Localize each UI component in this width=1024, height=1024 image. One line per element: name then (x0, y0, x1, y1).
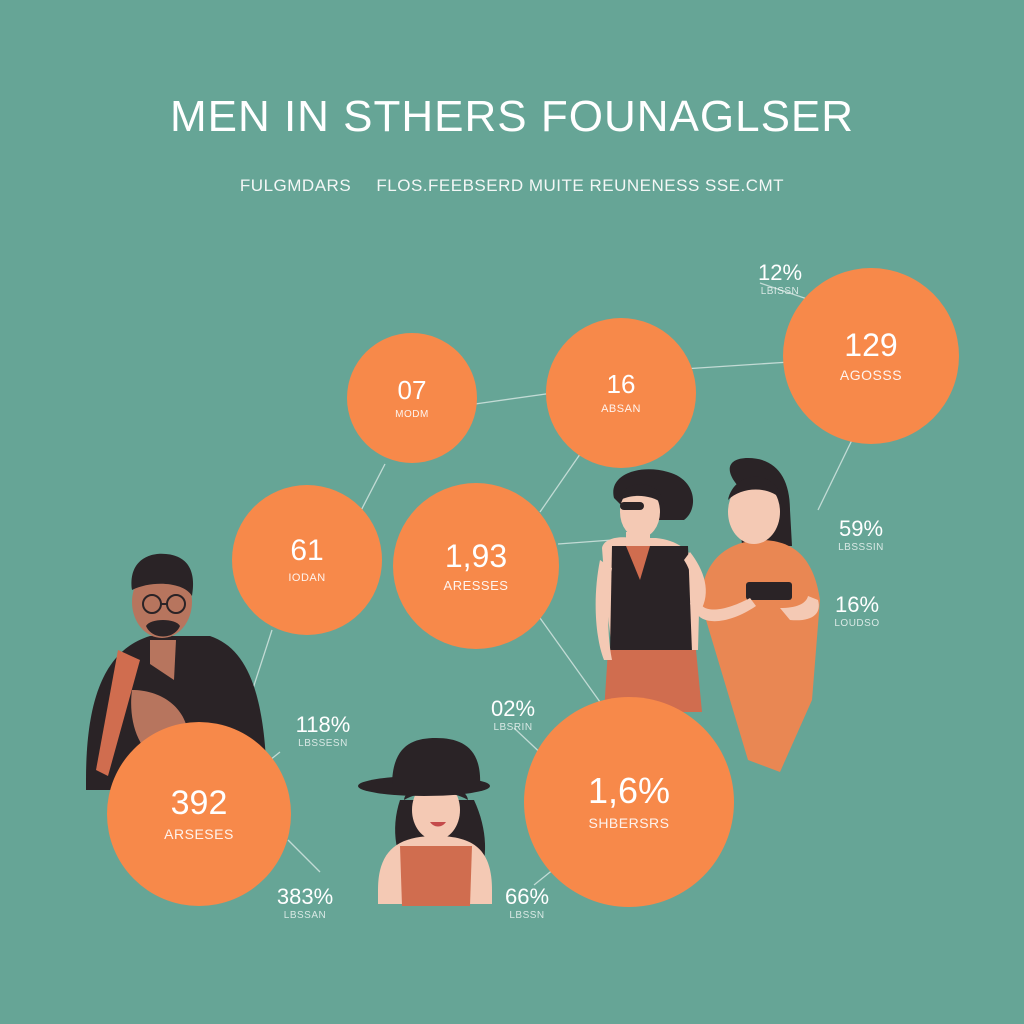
bubble-label: ARESSES (443, 577, 509, 593)
subtitle-left: FULGMDARS (239, 176, 352, 195)
woman-hat-figure (358, 738, 492, 906)
annotation-label: LBSSESN (298, 738, 348, 749)
annotation-118-percent: 118% LBSSESN (278, 712, 368, 750)
annotation-label: LBSSN (509, 910, 545, 921)
bubble-61: 61 IODAN (232, 485, 382, 635)
annotation-16-percent: 16% LOUDSO (814, 592, 900, 630)
annotation-label: LBSSSIN (838, 542, 884, 553)
connector-line (557, 539, 613, 545)
bubble-label: AGOSSS (839, 367, 903, 383)
bubble-label: ARSESES (164, 826, 234, 842)
bubble-label: ABSAN (601, 403, 641, 415)
bubble-193: 1,93 ARESSES (393, 483, 559, 649)
woman-sunglasses-figure (595, 469, 706, 712)
page-subtitle: FULGMDARS FLOS.FEEBSERD MUITE REUNENESS … (0, 176, 1024, 196)
annotation-value: 16% (834, 592, 880, 617)
annotation-02-percent: 02% LBSRIN (470, 696, 556, 734)
bubble-label: IODAN (288, 572, 326, 584)
annotation-383-percent: 383% LBSSAN (260, 884, 350, 922)
annotation-value: 02% (490, 696, 536, 721)
bubble-label: MODM (395, 408, 429, 420)
connector-line (287, 839, 321, 873)
annotation-value: 66% (504, 884, 550, 909)
bubble-value: 129 (844, 327, 898, 363)
annotation-label: LOUDSO (834, 618, 880, 629)
annotation-label: LBSRIN (493, 722, 533, 733)
annotation-value: 118% (295, 712, 351, 737)
annotation-66-percent: 66% LBSSN (484, 884, 570, 922)
bubble-value: 61 (290, 534, 324, 567)
bubble-129: 129 AGOSSS (783, 268, 959, 444)
page-title: MEN IN STHERS FOUNAGLSER (169, 92, 855, 141)
annotation-value: 59% (838, 516, 884, 541)
bubble-value: 392 (170, 784, 228, 822)
subtitle-right: FLOS.FEEBSERD MUITE REUNENESS SSE.CMT (376, 176, 785, 195)
annotation-59-percent: 59% LBSSSIN (818, 516, 904, 554)
bubble-392: 392 ARSESES (107, 722, 291, 906)
connector-line (539, 617, 601, 703)
bubble-16: 16 ABSAN (546, 318, 696, 468)
annotation-12-percent: 12% LBISSN (735, 260, 825, 298)
woman-phone-figure (696, 458, 820, 772)
connector-line (474, 391, 561, 405)
bubble-07: 07 MODM (347, 333, 477, 463)
bubble-value: 1,6% (587, 770, 671, 811)
connector-line (817, 439, 853, 511)
annotation-value: 12% (757, 260, 803, 285)
bubble-value: 1,93 (444, 537, 508, 574)
annotation-label: LBISSN (760, 286, 800, 297)
bubble-16-percent: 1,6% SHBERSRS (524, 697, 734, 907)
annotation-label: LBSSAN (283, 910, 327, 921)
bubble-value: 07 (397, 374, 427, 405)
bubble-value: 16 (606, 369, 636, 399)
annotation-value: 383% (276, 884, 334, 909)
bubble-label: SHBERSRS (588, 815, 670, 831)
